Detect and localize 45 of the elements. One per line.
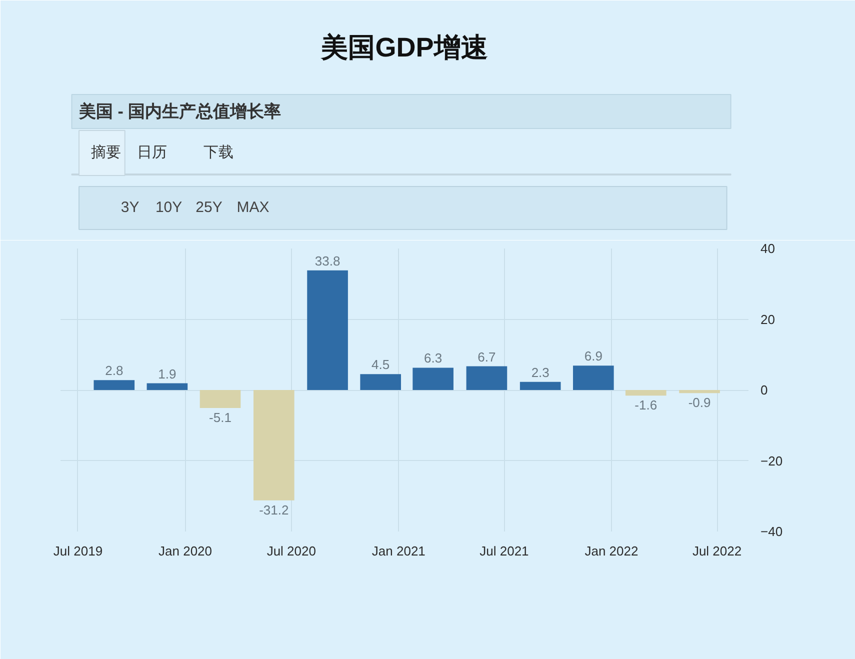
bar	[466, 366, 508, 390]
y-tick-label: −20	[760, 453, 783, 468]
y-tick-label: −40	[760, 524, 783, 539]
bar	[253, 390, 294, 500]
data-label: 6.9	[584, 348, 602, 364]
x-tick-label: Jan 2020	[158, 544, 212, 558]
text: 摘要	[91, 144, 122, 161]
chart-title: 美国GDP增速	[320, 32, 488, 62]
y-tick-label: 0	[760, 382, 768, 398]
x-tick-label: Jul 2021	[480, 544, 529, 558]
text: 10Y	[155, 199, 182, 216]
text: 日历	[136, 144, 167, 161]
bar	[412, 368, 454, 390]
text: MAX	[236, 199, 270, 216]
bar	[307, 270, 348, 390]
data-label: -0.9	[688, 395, 711, 410]
data-label: 33.8	[314, 253, 340, 268]
x-tick-label: Jul 2019	[53, 544, 103, 558]
text: 25Y	[196, 199, 222, 216]
text: 下载	[204, 144, 234, 161]
data-label: 1.9	[158, 366, 176, 382]
data-label: 6.7	[478, 349, 496, 364]
data-label: 2.8	[105, 363, 124, 378]
bar	[573, 366, 614, 390]
x-tick-label: Jan 2021	[372, 544, 426, 558]
bar	[146, 383, 188, 390]
x-tick-label: Jul 2020	[266, 544, 316, 558]
bar	[360, 374, 401, 390]
data-label: -5.1	[209, 410, 232, 426]
data-label: 2.3	[531, 364, 550, 380]
data-label: -1.6	[634, 398, 658, 413]
chart-subtitle: 美国 - 国内生产总值增长率	[78, 102, 282, 121]
y-tick-label: 40	[760, 241, 775, 256]
x-tick-label: Jan 2022	[584, 544, 638, 558]
data-label: 4.5	[372, 357, 390, 372]
x-tick-label: Jul 2022	[692, 544, 742, 558]
bar	[520, 382, 561, 390]
bar	[625, 390, 666, 396]
y-tick-label: 20	[760, 312, 775, 327]
text: 3Y	[120, 199, 140, 216]
bar	[94, 380, 135, 390]
bar	[200, 390, 241, 408]
data-label: 6.3	[424, 350, 442, 366]
data-label: -31.2	[259, 502, 289, 518]
bar	[679, 390, 720, 394]
